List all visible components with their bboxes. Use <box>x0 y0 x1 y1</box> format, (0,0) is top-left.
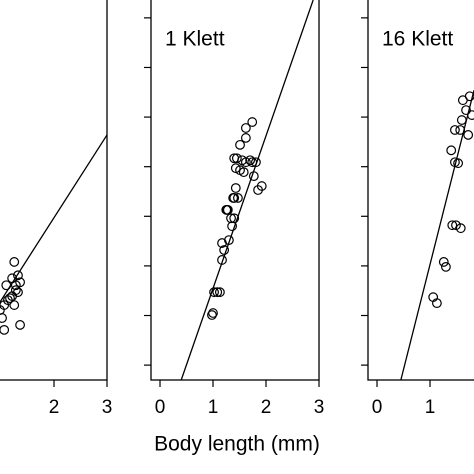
point <box>247 117 258 127</box>
point <box>240 133 251 143</box>
point <box>238 167 249 178</box>
point <box>456 115 467 125</box>
point <box>207 310 217 320</box>
point <box>231 153 242 164</box>
point <box>229 193 240 203</box>
point <box>222 204 233 215</box>
point <box>229 153 240 164</box>
point <box>15 320 25 330</box>
panel-frame <box>0 0 108 381</box>
point <box>235 139 245 150</box>
panel-title: 1 Klett <box>165 28 225 51</box>
point <box>256 181 267 191</box>
point <box>214 287 225 298</box>
point <box>450 125 460 135</box>
point <box>0 313 7 323</box>
x-tick-label: 3 <box>314 397 325 418</box>
x-tick-label: 1 <box>208 397 219 418</box>
x-tick-label: 0 <box>155 397 166 418</box>
point <box>230 183 241 193</box>
point <box>219 245 230 255</box>
point <box>9 257 20 267</box>
point <box>9 300 20 310</box>
point <box>209 287 219 298</box>
point <box>245 155 256 166</box>
point <box>461 105 471 116</box>
point <box>240 123 251 133</box>
point <box>5 293 15 304</box>
panel-frame <box>367 0 474 381</box>
point <box>432 298 442 309</box>
point <box>212 287 223 298</box>
point <box>438 257 449 267</box>
fit-line <box>0 134 108 303</box>
x-tick-label: 2 <box>261 397 272 418</box>
point <box>0 305 5 315</box>
point <box>13 270 23 281</box>
point <box>0 324 10 335</box>
x-tick-label: 2 <box>49 397 60 418</box>
point <box>447 220 458 231</box>
fit-line <box>400 90 474 381</box>
point <box>464 91 474 102</box>
point <box>229 213 240 224</box>
point <box>453 158 464 169</box>
point <box>441 261 451 272</box>
point <box>208 308 218 318</box>
point <box>233 193 243 203</box>
point <box>455 223 466 234</box>
panel-title: 16 Klett <box>382 28 453 51</box>
panel-frame <box>150 0 320 381</box>
x-tick-label: 1 <box>425 397 436 418</box>
x-tick-label: 0 <box>372 397 383 418</box>
x-tick-label: 3 <box>102 397 113 418</box>
point <box>13 287 23 298</box>
fit-line <box>180 0 314 381</box>
point <box>463 130 474 140</box>
point <box>451 220 461 231</box>
point <box>10 280 21 291</box>
x-axis-label: Body length (mm) <box>154 433 320 456</box>
point <box>226 213 236 224</box>
point <box>446 145 457 156</box>
